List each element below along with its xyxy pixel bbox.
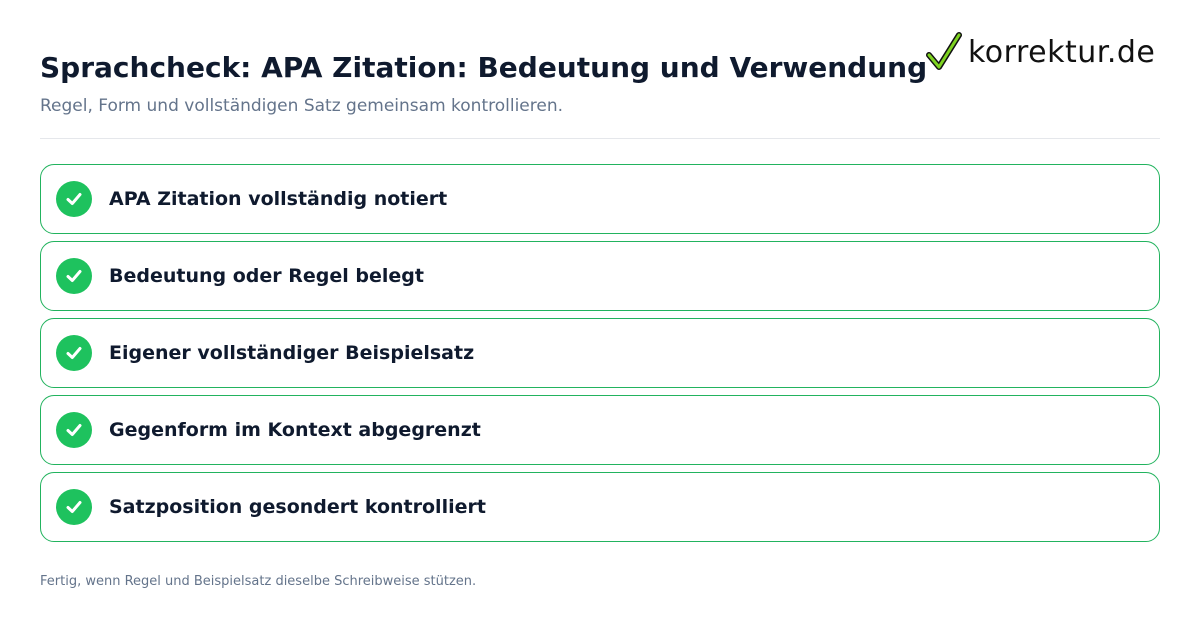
- check-circle-icon: [56, 412, 92, 448]
- checklist-item-label: Gegenform im Kontext abgegrenzt: [109, 419, 481, 441]
- check-circle-icon: [56, 181, 92, 217]
- checklist: APA Zitation vollständig notiert Bedeutu…: [40, 164, 1160, 549]
- header: Sprachcheck: APA Zitation: Bedeutung und…: [40, 48, 928, 118]
- checklist-item-label: Satzposition gesondert kontrolliert: [109, 496, 486, 518]
- check-circle-icon: [56, 335, 92, 371]
- checklist-item: Eigener vollständiger Beispielsatz: [40, 318, 1160, 388]
- checklist-item: Satzposition gesondert kontrolliert: [40, 472, 1160, 542]
- check-circle-icon: [56, 489, 92, 525]
- brand-logo[interactable]: korrektur.de: [926, 30, 1166, 74]
- header-divider: [40, 138, 1160, 139]
- checklist-item: Gegenform im Kontext abgegrenzt: [40, 395, 1160, 465]
- page-title: Sprachcheck: APA Zitation: Bedeutung und…: [40, 51, 928, 84]
- footer-note: Fertig, wenn Regel und Beispielsatz dies…: [40, 574, 477, 589]
- checklist-item: APA Zitation vollständig notiert: [40, 164, 1160, 234]
- checklist-item: Bedeutung oder Regel belegt: [40, 241, 1160, 311]
- checklist-item-label: Bedeutung oder Regel belegt: [109, 265, 424, 287]
- page-subtitle: Regel, Form und vollständigen Satz gemei…: [40, 96, 564, 116]
- checkmark-icon: [926, 32, 962, 70]
- brand-name: korrektur.de: [968, 34, 1156, 70]
- checklist-item-label: APA Zitation vollständig notiert: [109, 188, 448, 210]
- check-circle-icon: [56, 258, 92, 294]
- checklist-item-label: Eigener vollständiger Beispielsatz: [109, 342, 475, 364]
